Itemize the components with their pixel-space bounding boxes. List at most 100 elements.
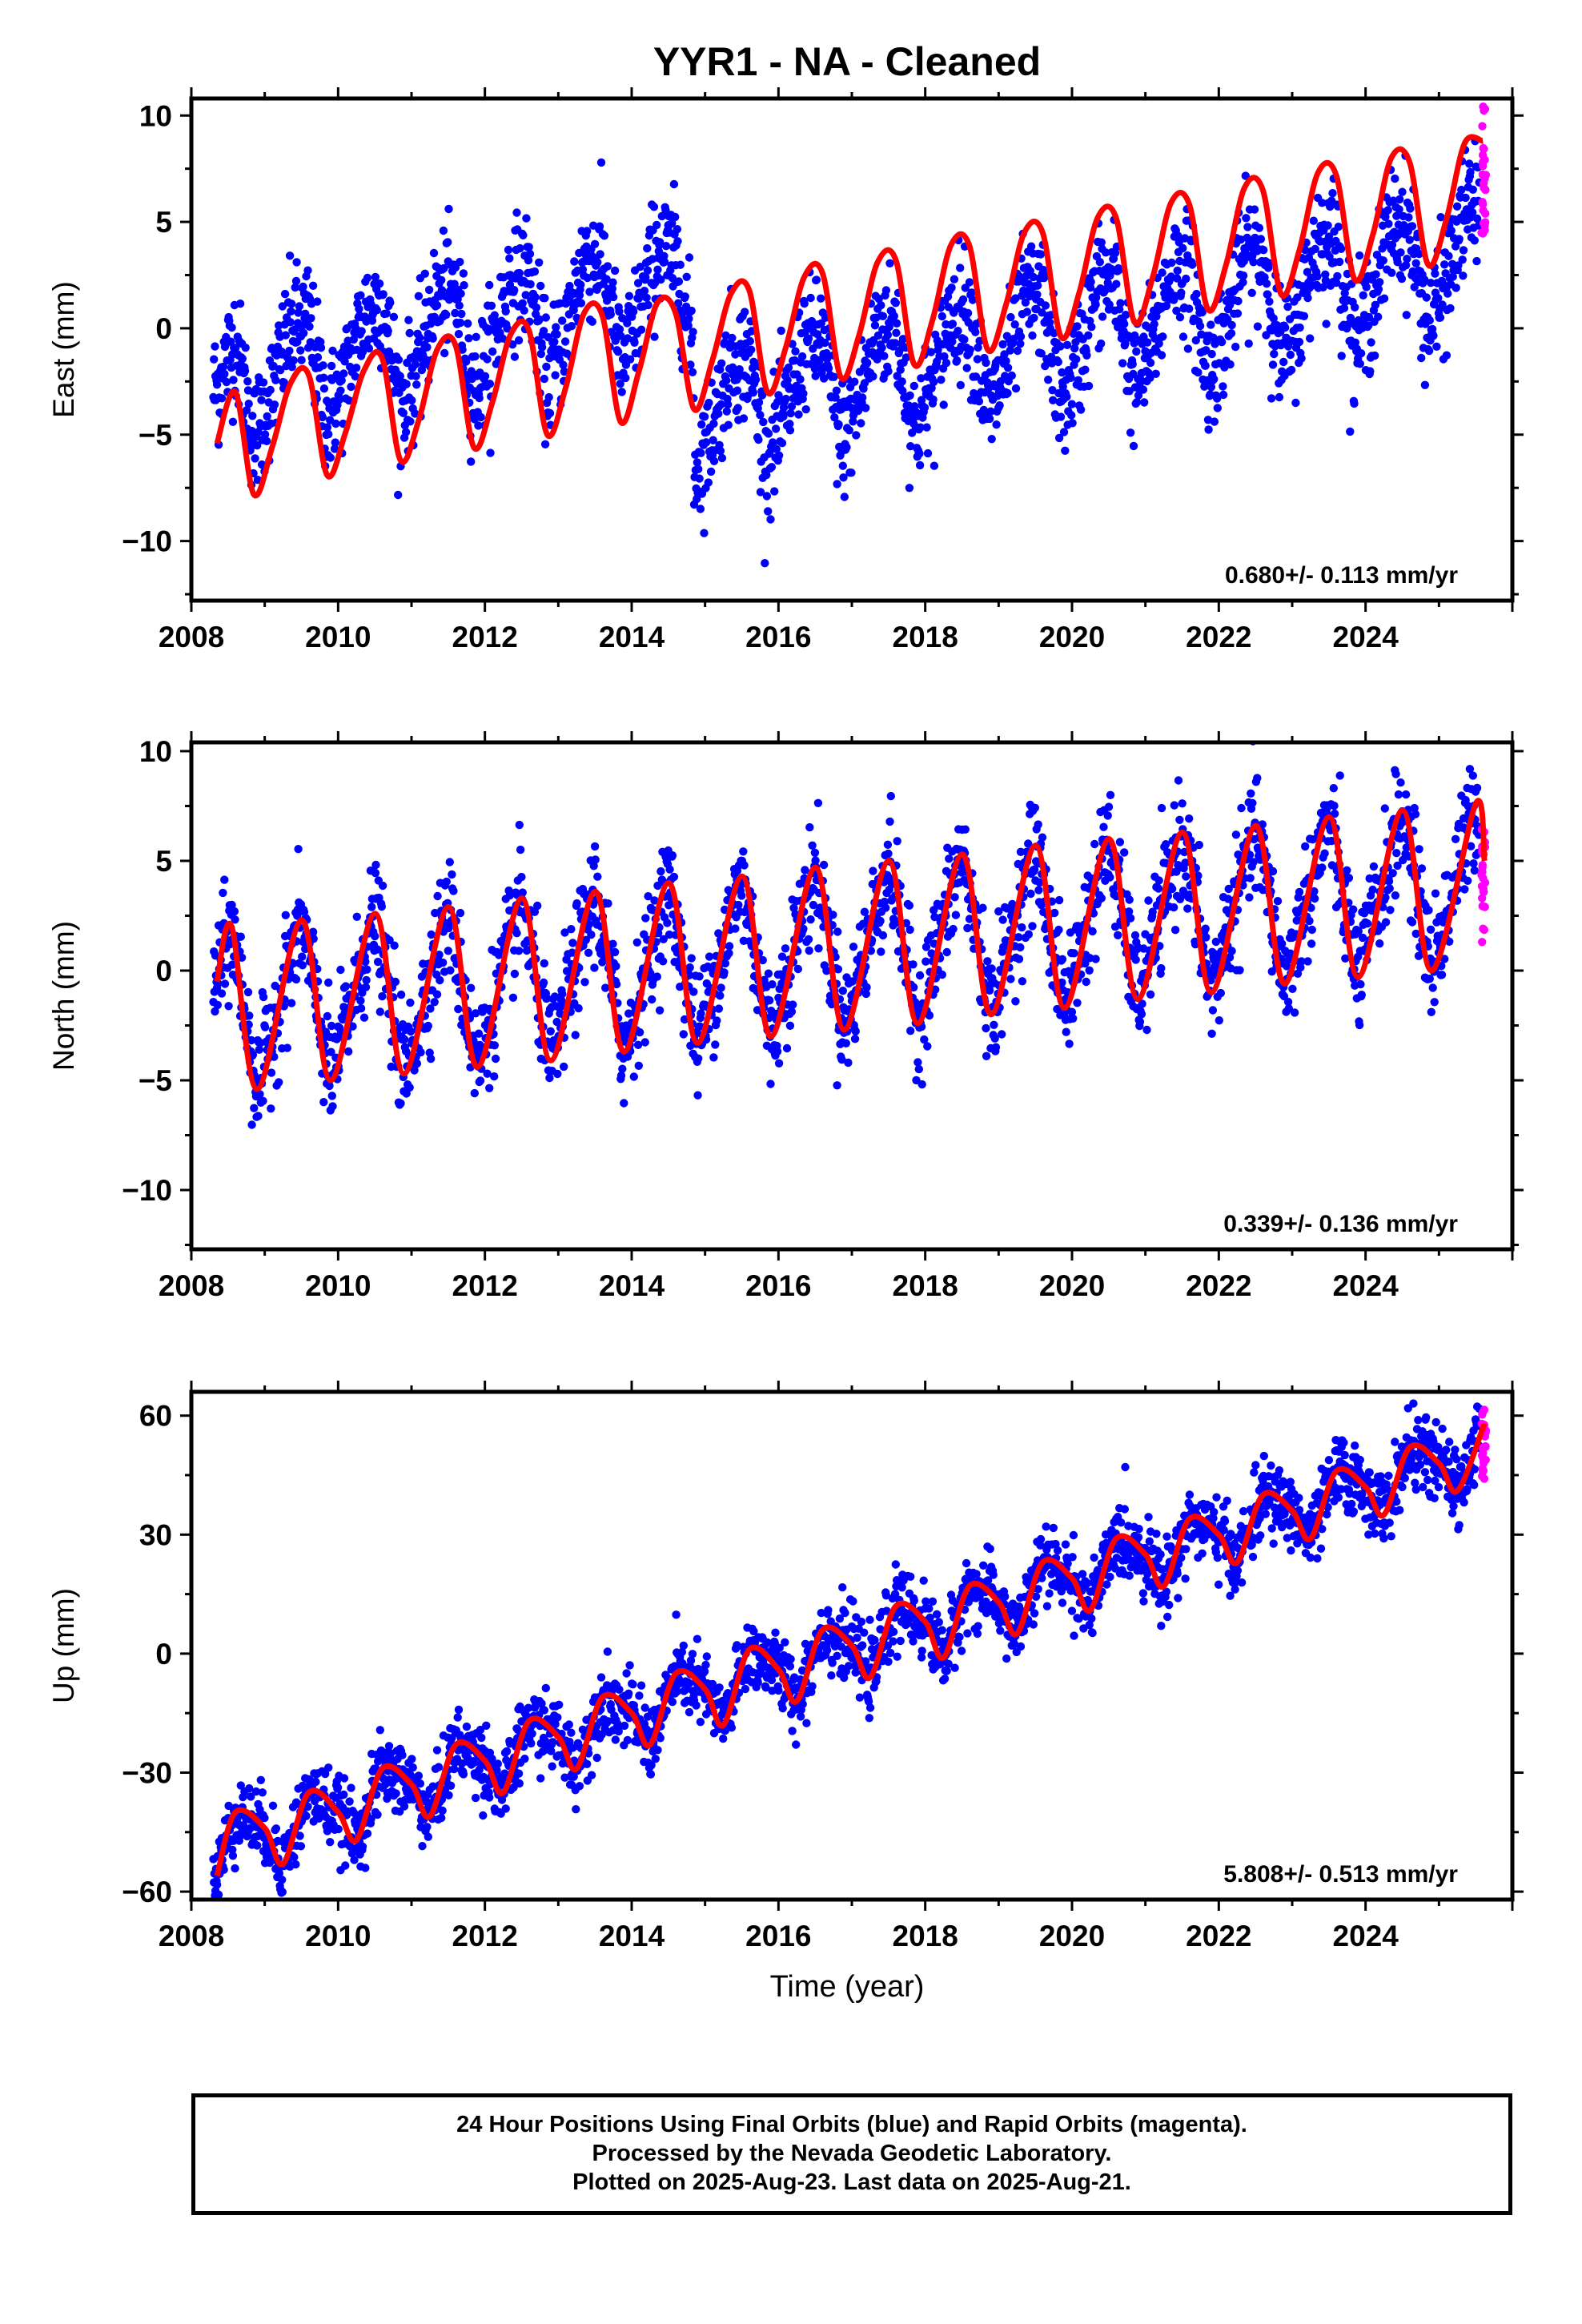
final-point bbox=[1070, 344, 1079, 353]
final-point bbox=[390, 941, 399, 950]
final-point bbox=[1384, 877, 1394, 886]
final-point bbox=[1210, 375, 1219, 384]
final-point bbox=[689, 328, 697, 336]
final-point bbox=[1138, 385, 1148, 394]
final-point bbox=[1407, 918, 1417, 927]
final-point bbox=[1194, 368, 1203, 377]
final-point bbox=[740, 861, 749, 870]
final-point bbox=[629, 307, 638, 316]
final-point bbox=[1041, 361, 1050, 371]
final-point bbox=[319, 373, 328, 382]
final-point bbox=[352, 912, 361, 922]
final-point bbox=[1278, 939, 1287, 948]
final-point bbox=[1016, 340, 1025, 348]
final-point bbox=[1406, 204, 1415, 213]
final-point bbox=[243, 987, 253, 997]
final-point bbox=[1388, 869, 1397, 878]
final-point bbox=[1054, 433, 1064, 443]
final-point bbox=[1389, 196, 1398, 205]
final-point bbox=[1237, 803, 1246, 813]
final-point bbox=[1427, 1007, 1436, 1017]
final-point bbox=[1440, 955, 1449, 963]
final-point bbox=[1430, 998, 1439, 1007]
final-point bbox=[291, 975, 301, 984]
final-point bbox=[363, 273, 372, 283]
final-point bbox=[324, 430, 333, 439]
rapid-point bbox=[1479, 143, 1488, 153]
final-point bbox=[847, 468, 856, 477]
final-point bbox=[516, 845, 525, 854]
final-point bbox=[892, 328, 901, 337]
final-point bbox=[456, 318, 465, 328]
final-point bbox=[697, 420, 706, 429]
final-point bbox=[1337, 352, 1346, 360]
final-point bbox=[965, 915, 974, 923]
final-point bbox=[236, 932, 245, 941]
final-point bbox=[602, 275, 611, 283]
final-point bbox=[247, 1120, 256, 1129]
final-point bbox=[954, 327, 962, 336]
final-point bbox=[307, 314, 315, 323]
final-point bbox=[1177, 288, 1186, 297]
y-tick-label: 5 bbox=[155, 206, 172, 239]
final-point bbox=[1030, 865, 1039, 875]
final-point bbox=[293, 911, 302, 920]
final-point bbox=[1297, 957, 1306, 966]
final-point bbox=[813, 798, 823, 807]
final-point bbox=[657, 211, 666, 221]
final-point bbox=[898, 335, 908, 344]
final-point bbox=[1375, 939, 1384, 948]
final-point bbox=[930, 461, 939, 470]
final-point bbox=[1440, 260, 1449, 269]
final-point bbox=[1290, 1008, 1299, 1017]
final-point bbox=[570, 257, 579, 266]
final-point bbox=[716, 446, 725, 456]
final-point bbox=[251, 454, 259, 463]
final-point bbox=[608, 284, 616, 293]
final-point bbox=[363, 965, 371, 974]
east-panel: 2008 2010 2012 2014 2016 2018 2020 2022 2024−10−… bbox=[47, 87, 1524, 653]
final-point bbox=[235, 300, 245, 308]
final-point bbox=[965, 278, 974, 287]
final-point bbox=[1313, 272, 1322, 281]
final-point bbox=[1468, 771, 1478, 780]
final-point bbox=[560, 337, 570, 346]
final-point bbox=[1299, 312, 1309, 320]
final-point bbox=[1144, 896, 1153, 905]
final-point bbox=[432, 990, 442, 999]
final-point bbox=[722, 376, 731, 385]
final-point bbox=[1054, 357, 1063, 367]
final-point bbox=[1303, 957, 1312, 966]
final-point bbox=[247, 1035, 256, 1045]
final-point bbox=[949, 924, 958, 934]
final-point bbox=[1451, 834, 1460, 844]
final-point bbox=[220, 369, 229, 379]
final-point bbox=[801, 405, 810, 414]
final-point bbox=[518, 888, 527, 897]
x-tick-label: 2010 bbox=[305, 1269, 371, 1302]
final-point bbox=[833, 927, 842, 936]
final-point bbox=[717, 400, 725, 409]
final-point bbox=[973, 355, 982, 364]
final-point bbox=[278, 302, 287, 311]
final-point bbox=[653, 881, 662, 891]
final-point bbox=[1354, 927, 1363, 935]
final-point bbox=[604, 899, 612, 908]
final-point bbox=[1259, 246, 1268, 255]
final-point bbox=[1403, 255, 1411, 263]
final-point bbox=[512, 208, 521, 217]
final-point bbox=[313, 297, 322, 306]
final-point bbox=[540, 959, 548, 968]
final-point bbox=[1213, 404, 1223, 412]
final-point bbox=[259, 1096, 267, 1106]
final-point bbox=[862, 983, 871, 992]
final-point bbox=[565, 281, 574, 291]
final-point bbox=[765, 996, 774, 1005]
final-point bbox=[930, 906, 938, 915]
final-point bbox=[685, 314, 693, 324]
final-point bbox=[217, 989, 227, 998]
final-point bbox=[536, 281, 545, 291]
final-point bbox=[1211, 937, 1221, 947]
final-point bbox=[451, 308, 460, 318]
final-point bbox=[1428, 983, 1437, 992]
